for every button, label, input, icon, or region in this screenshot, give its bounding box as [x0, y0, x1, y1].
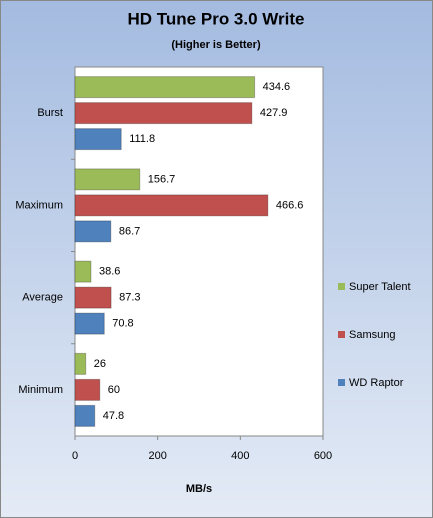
bar	[74, 220, 112, 243]
data-label: 156.7	[148, 173, 176, 185]
bar	[74, 378, 101, 401]
legend-marker	[338, 331, 345, 338]
data-label: 26	[94, 358, 106, 370]
legend-label: WD Raptor	[349, 377, 404, 389]
y-tick-label: Minimum	[18, 384, 63, 396]
bar	[74, 286, 112, 309]
y-tick-label: Average	[22, 292, 63, 304]
data-label: 434.6	[263, 81, 291, 93]
bar	[74, 352, 87, 375]
legend-marker	[338, 379, 345, 386]
x-axis-title: MB/s	[186, 483, 212, 495]
data-label: 87.3	[119, 292, 140, 304]
bar	[74, 260, 92, 283]
legend-marker	[338, 283, 345, 290]
data-label: 466.6	[276, 199, 304, 211]
plot-area	[74, 66, 324, 437]
bar	[74, 168, 141, 191]
x-tick-label: 0	[72, 450, 78, 462]
data-label: 427.9	[260, 107, 288, 119]
data-label: 86.7	[119, 225, 140, 237]
y-tick-label: Burst	[37, 107, 63, 119]
legend-label: Samsung	[349, 329, 395, 341]
chart-subtitle: (Higher is Better)	[171, 39, 261, 51]
data-label: 70.8	[112, 318, 133, 330]
bar	[74, 76, 256, 99]
data-label: 47.8	[103, 410, 124, 422]
data-label: 111.8	[129, 133, 155, 145]
bar	[74, 128, 122, 151]
bar	[74, 404, 96, 427]
chart-title: HD Tune Pro 3.0 Write	[128, 9, 305, 28]
y-tick-label: Maximum	[15, 199, 63, 211]
x-tick-label: 400	[231, 450, 249, 462]
x-tick-label: 600	[314, 450, 332, 462]
bar	[74, 194, 269, 217]
bar	[74, 102, 253, 125]
data-label: 38.6	[99, 266, 120, 278]
bar	[74, 312, 105, 335]
legend-label: Super Talent	[349, 281, 411, 293]
x-tick-label: 200	[148, 450, 166, 462]
data-label: 60	[108, 384, 120, 396]
